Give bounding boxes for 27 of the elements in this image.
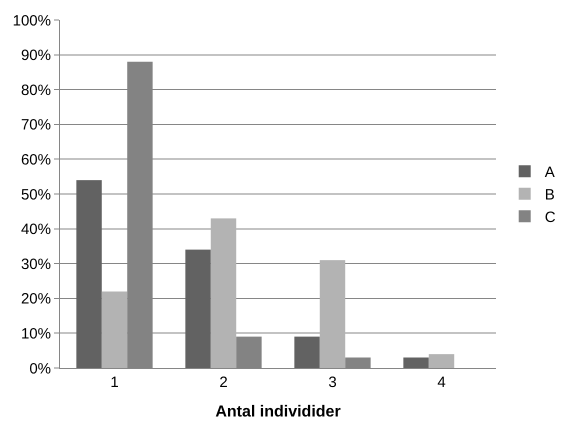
y-tick-label: 40% — [20, 221, 51, 238]
x-axis-title: Antal individider — [215, 404, 341, 421]
bar — [76, 180, 102, 368]
legend-label: A — [544, 164, 555, 182]
y-tick-label: 80% — [20, 82, 51, 99]
y-tick-label: 60% — [20, 151, 51, 168]
x-tick-label: 1 — [110, 374, 119, 391]
x-tick-label: 2 — [219, 374, 228, 391]
y-tick-label: 100% — [12, 12, 51, 30]
bar — [320, 260, 346, 368]
y-tick-label: 50% — [20, 186, 51, 204]
bar — [403, 358, 429, 368]
y-tick-label: 20% — [20, 290, 51, 308]
x-tick-label: 3 — [328, 374, 337, 391]
bar — [185, 250, 211, 368]
bar — [210, 218, 236, 368]
bar — [102, 291, 128, 368]
y-tick-label: 30% — [20, 256, 51, 273]
legend-label: B — [544, 186, 555, 204]
x-tick-label: 4 — [437, 374, 446, 391]
bar — [428, 354, 454, 368]
legend-label: C — [544, 209, 556, 226]
y-tick-label: 0% — [29, 360, 51, 378]
y-tick-label: 70% — [20, 116, 51, 134]
bar — [294, 336, 320, 368]
y-tick-label: 90% — [20, 47, 51, 64]
y-tick-label: 10% — [20, 325, 51, 342]
